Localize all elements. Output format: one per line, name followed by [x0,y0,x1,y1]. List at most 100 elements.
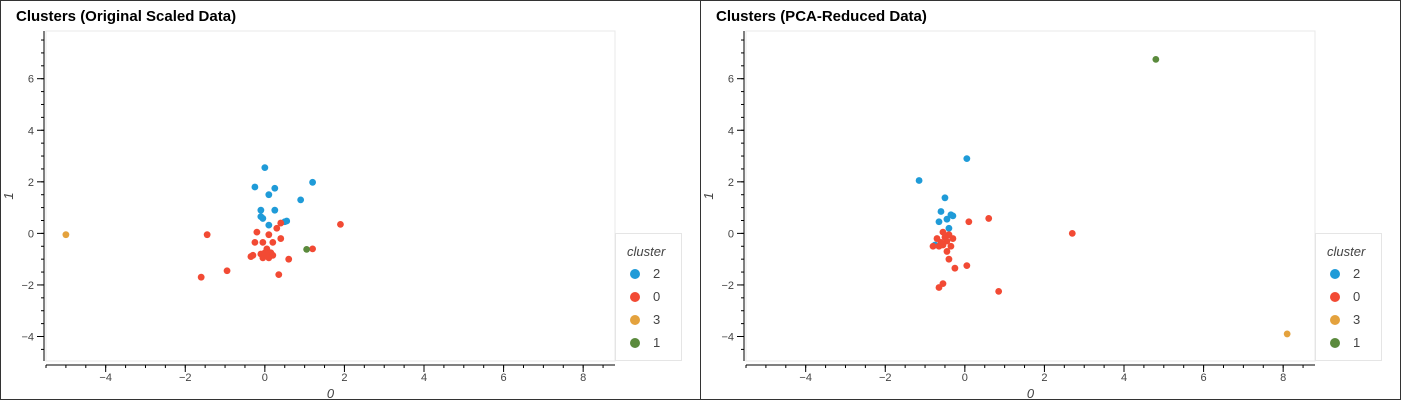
data-point-cluster-2 [941,194,949,202]
legend-swatch [630,292,640,302]
x-tick-label: −2 [879,372,892,384]
legend-item-1[interactable]: 1 [630,334,680,352]
y-tick-label: −2 [721,280,734,292]
data-point-cluster-2 [265,221,273,229]
data-point-cluster-0 [223,267,231,275]
data-point-cluster-0 [945,255,953,263]
legend: cluster 2 0 3 1 [1315,233,1382,361]
data-point-cluster-0 [285,255,293,263]
y-tick-label: 6 [728,74,734,86]
data-point-cluster-3 [62,231,70,239]
y-tick-label: −4 [21,332,34,344]
data-point-cluster-0 [269,239,277,246]
legend-swatch [1330,338,1340,348]
data-point-cluster-2 [297,196,305,204]
y-axis-label: 1 [701,192,716,199]
x-tick-label: −4 [99,372,112,384]
data-point-cluster-0 [985,215,993,222]
x-tick-label: 8 [1280,372,1286,384]
legend-title: cluster [627,244,666,259]
x-tick-label: 4 [1121,372,1127,384]
data-point-cluster-2 [271,206,279,214]
legend-label: 3 [653,312,661,327]
data-point-cluster-0 [935,284,943,291]
x-tick-label: 0 [262,372,268,384]
legend-item-3[interactable]: 3 [630,311,680,329]
data-point-cluster-0 [277,219,285,227]
data-point-cluster-2 [265,191,273,199]
data-point-cluster-0 [929,242,937,250]
plot-frame [745,30,1316,362]
legend-item-2[interactable]: 2 [630,265,680,283]
data-point-cluster-0 [265,231,273,239]
data-point-cluster-0 [277,235,285,242]
data-point-cluster-0 [197,273,205,281]
x-tick-label: 8 [580,372,586,384]
data-point-cluster-2 [283,217,291,225]
data-point-cluster-0 [995,287,1003,295]
x-tick-label: −4 [799,372,812,384]
legend-item-1[interactable]: 1 [1330,334,1380,352]
legend-label: 1 [1353,335,1361,350]
x-tick-label: 6 [1201,372,1207,384]
data-point-cluster-0 [935,242,943,250]
data-point-cluster-2 [259,215,267,222]
x-axis-label: 0 [327,386,335,400]
legend-item-2[interactable]: 2 [1330,265,1380,283]
data-point-cluster-3 [1283,330,1291,338]
data-point-cluster-0 [943,248,951,255]
legend-label: 3 [1353,312,1361,327]
legend: cluster 2 0 3 1 [615,233,682,361]
data-point-cluster-0 [273,224,281,232]
data-point-cluster-2 [963,155,971,163]
legend-item-0[interactable]: 0 [630,288,680,306]
data-point-cluster-2 [257,206,265,214]
data-point-cluster-2 [937,208,945,215]
data-point-cluster-0 [275,271,283,279]
legend-item-0[interactable]: 0 [1330,288,1380,306]
legend-title: cluster [1327,244,1366,259]
data-point-cluster-0 [259,239,267,246]
y-tick-label: 2 [28,177,34,189]
y-tick-label: 6 [28,74,34,86]
legend-swatch [630,315,640,325]
x-tick-label: 6 [501,372,507,384]
chart-title: Clusters (Original Scaled Data) [16,8,237,25]
x-axis-label: 0 [1027,386,1035,400]
legend-swatch [1330,292,1340,302]
data-point-cluster-0 [939,228,947,236]
data-point-cluster-2 [309,178,316,186]
legend-item-3[interactable]: 3 [1330,311,1380,329]
data-point-cluster-0 [253,228,261,236]
legend-label: 2 [653,266,661,281]
legend-label: 0 [1353,289,1361,304]
legend-swatch [630,269,640,279]
legend-swatch [1330,269,1340,279]
x-tick-label: 2 [341,372,347,384]
legend-label: 1 [653,335,661,350]
x-tick-label: 2 [1041,372,1047,384]
x-tick-label: −2 [179,372,192,384]
data-point-cluster-2 [945,224,953,232]
data-point-cluster-2 [261,164,269,172]
data-point-cluster-2 [943,215,951,223]
data-point-cluster-2 [935,218,943,226]
x-tick-label: 0 [962,372,968,384]
data-point-cluster-0 [965,218,973,226]
data-point-cluster-0 [247,253,255,260]
data-point-cluster-2 [915,177,923,184]
data-point-cluster-2 [949,212,957,220]
data-point-cluster-1 [1152,55,1160,63]
y-tick-label: 0 [728,228,734,240]
data-point-cluster-0 [259,254,267,262]
y-tick-label: 2 [728,177,734,189]
y-tick-label: −4 [721,332,734,344]
data-point-cluster-0 [949,235,957,242]
chart-panel-original: −4 −2 0 2 4 6 8 −4 −2 0 2 4 6 0 1 Clusters (Original S… [0,0,701,400]
y-axis-label: 1 [1,192,16,199]
data-point-cluster-0 [947,242,955,250]
legend-label: 0 [653,289,661,304]
data-point-cluster-0 [251,239,259,246]
